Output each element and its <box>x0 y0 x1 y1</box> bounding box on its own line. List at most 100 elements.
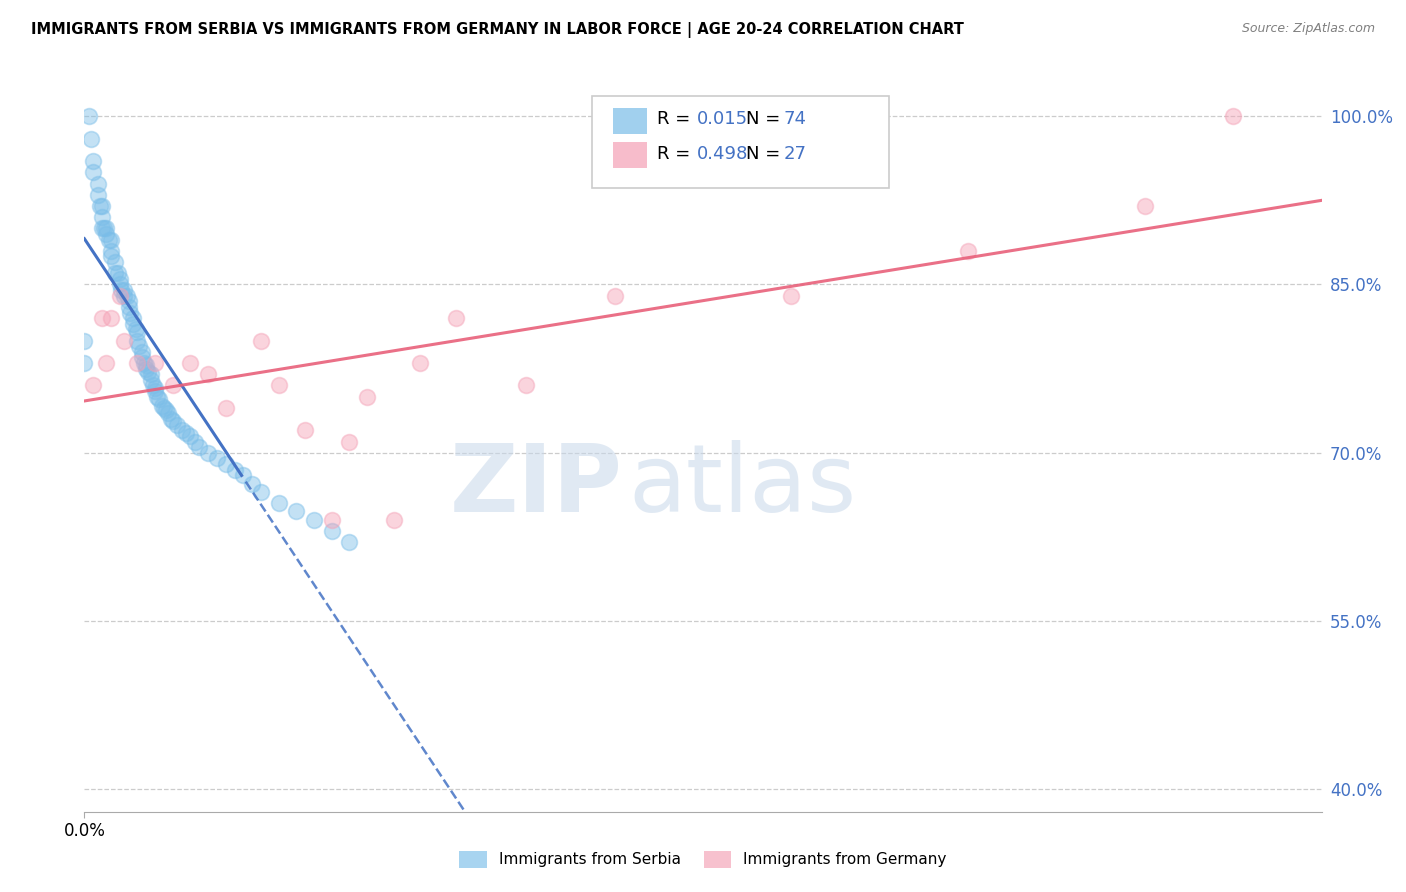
Point <box>232 468 254 483</box>
Text: Source: ZipAtlas.com: Source: ZipAtlas.com <box>1241 22 1375 36</box>
Point <box>108 272 131 286</box>
Point <box>160 412 183 426</box>
Point <box>215 457 238 471</box>
Point <box>127 356 149 370</box>
Text: 0.015: 0.015 <box>697 111 748 128</box>
Point <box>162 378 184 392</box>
Point <box>197 446 219 460</box>
Text: 0.498: 0.498 <box>697 145 748 162</box>
Point <box>267 378 290 392</box>
Point <box>135 358 157 372</box>
Text: N =: N = <box>747 145 786 162</box>
Point <box>267 496 290 510</box>
Point <box>179 356 201 370</box>
Point <box>73 334 96 348</box>
Point <box>155 403 177 417</box>
Point <box>80 131 103 145</box>
Point <box>89 199 111 213</box>
Point <box>356 390 378 404</box>
Point <box>82 154 104 169</box>
Point <box>157 407 180 421</box>
Point <box>115 289 138 303</box>
Point <box>96 221 118 235</box>
Point <box>117 300 139 314</box>
Point <box>120 305 142 319</box>
Point <box>321 524 343 539</box>
Point <box>957 244 980 258</box>
FancyBboxPatch shape <box>592 95 889 188</box>
Point <box>302 513 325 527</box>
Point <box>170 423 193 437</box>
Point <box>100 233 122 247</box>
Point <box>124 322 146 336</box>
Point <box>179 429 201 443</box>
Point <box>86 177 108 191</box>
Point <box>112 334 135 348</box>
Point <box>107 266 129 280</box>
Point <box>515 378 537 392</box>
Point <box>215 401 238 415</box>
Point <box>143 384 166 398</box>
Point <box>93 221 115 235</box>
Point <box>1133 199 1156 213</box>
Point <box>91 221 114 235</box>
Point <box>444 311 467 326</box>
Point <box>148 392 170 406</box>
Point <box>780 289 803 303</box>
Point <box>91 311 114 326</box>
Point <box>100 250 122 264</box>
Point <box>91 199 114 213</box>
Point <box>188 440 211 454</box>
Point <box>127 325 149 339</box>
Point <box>135 361 157 376</box>
Text: N =: N = <box>747 111 786 128</box>
Point <box>139 368 162 382</box>
Point <box>143 381 166 395</box>
Point <box>86 187 108 202</box>
Bar <box>613 143 647 168</box>
Point <box>382 513 405 527</box>
Point <box>136 365 159 379</box>
Point <box>104 255 127 269</box>
Point <box>224 462 246 476</box>
Point <box>339 535 361 549</box>
Point <box>134 356 156 370</box>
Text: R =: R = <box>657 145 696 162</box>
Point <box>98 233 121 247</box>
Point <box>285 504 308 518</box>
Point <box>100 311 122 326</box>
Point <box>321 513 343 527</box>
Point <box>73 356 96 370</box>
Point <box>131 344 153 359</box>
Point <box>339 434 361 449</box>
Text: R =: R = <box>657 111 696 128</box>
Point <box>153 401 176 415</box>
Text: atlas: atlas <box>628 440 858 532</box>
Point <box>100 244 122 258</box>
Point <box>128 339 150 353</box>
Point <box>117 294 139 309</box>
Point <box>162 414 184 428</box>
Point <box>91 210 114 224</box>
Text: ZIP: ZIP <box>450 440 623 532</box>
Point <box>409 356 432 370</box>
Legend: Immigrants from Serbia, Immigrants from Germany: Immigrants from Serbia, Immigrants from … <box>453 845 953 873</box>
Point <box>131 351 153 365</box>
Point <box>82 165 104 179</box>
Point <box>250 485 273 500</box>
Point <box>108 277 131 292</box>
Point <box>197 368 219 382</box>
Point <box>110 283 132 297</box>
Point <box>108 289 131 303</box>
Point <box>77 109 100 123</box>
Text: 27: 27 <box>783 145 807 162</box>
Point <box>104 266 127 280</box>
Point <box>146 390 169 404</box>
Point <box>139 373 162 387</box>
Text: 74: 74 <box>783 111 807 128</box>
Point <box>112 289 135 303</box>
Point <box>294 423 316 437</box>
Point <box>82 378 104 392</box>
Point <box>96 227 118 241</box>
Point <box>166 417 188 432</box>
